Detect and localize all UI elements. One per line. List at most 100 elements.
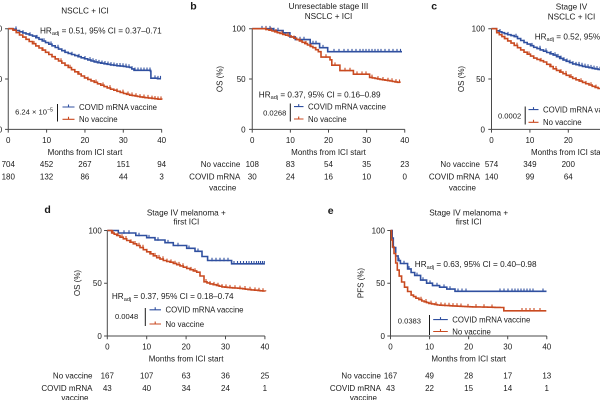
- svg-text:0: 0: [0, 125, 3, 134]
- svg-text:Months from ICI start: Months from ICI start: [531, 148, 600, 157]
- svg-text:e: e: [328, 205, 334, 217]
- svg-text:HRadj = 0.52, 95% CI = 0.37–0.: HRadj = 0.52, 95% CI = 0.37–0.73: [535, 32, 600, 43]
- svg-text:349: 349: [523, 160, 537, 169]
- svg-text:No vaccine: No vaccine: [308, 115, 347, 124]
- svg-text:COVID mRNA: COVID mRNA: [189, 173, 241, 182]
- svg-text:vaccine: vaccine: [61, 394, 89, 400]
- svg-text:24: 24: [286, 173, 295, 182]
- svg-text:0: 0: [241, 125, 246, 134]
- svg-text:44: 44: [119, 173, 128, 182]
- svg-text:50: 50: [93, 279, 102, 288]
- svg-text:20: 20: [324, 136, 333, 145]
- svg-text:43: 43: [103, 384, 112, 393]
- svg-text:30: 30: [248, 173, 257, 182]
- svg-text:40: 40: [142, 384, 151, 393]
- svg-text:No vaccine: No vaccine: [53, 371, 93, 380]
- svg-text:0: 0: [97, 332, 102, 341]
- svg-text:14: 14: [503, 384, 512, 393]
- svg-text:100: 100: [472, 25, 486, 34]
- svg-text:NSCLC + ICI: NSCLC + ICI: [61, 6, 109, 15]
- svg-text:200: 200: [562, 160, 576, 169]
- svg-text:99: 99: [525, 173, 534, 182]
- svg-text:63: 63: [182, 371, 191, 380]
- svg-text:first ICI: first ICI: [456, 218, 482, 227]
- svg-text:COVID mRNA vaccine: COVID mRNA vaccine: [308, 102, 386, 111]
- svg-text:43: 43: [386, 384, 395, 393]
- svg-text:COVID mRNA vaccine: COVID mRNA vaccine: [79, 103, 157, 112]
- svg-text:40: 40: [260, 343, 269, 352]
- svg-text:HRadj = 0.63, 95% CI = 0.40–0.: HRadj = 0.63, 95% CI = 0.40–0.98: [415, 260, 537, 271]
- svg-text:50: 50: [376, 279, 385, 288]
- svg-text:24: 24: [221, 384, 230, 393]
- svg-text:23: 23: [400, 160, 409, 169]
- svg-text:COVID mRNA: COVID mRNA: [429, 173, 481, 182]
- svg-text:3: 3: [159, 173, 164, 182]
- svg-text:Months from ICI start: Months from ICI start: [48, 148, 123, 157]
- svg-text:COVID mRNA: COVID mRNA: [41, 384, 93, 393]
- svg-text:20: 20: [564, 136, 573, 145]
- svg-text:0.0002: 0.0002: [498, 111, 521, 120]
- svg-text:30: 30: [503, 343, 512, 352]
- svg-text:1: 1: [263, 384, 268, 393]
- svg-text:No vaccine: No vaccine: [440, 160, 480, 169]
- svg-text:d: d: [44, 204, 50, 216]
- svg-text:50: 50: [0, 75, 3, 84]
- svg-text:20: 20: [80, 136, 89, 145]
- svg-text:0: 0: [105, 343, 110, 352]
- svg-text:40: 40: [542, 343, 551, 352]
- svg-text:No vaccine: No vaccine: [341, 371, 381, 380]
- svg-text:40: 40: [400, 136, 409, 145]
- svg-text:452: 452: [40, 160, 54, 169]
- svg-text:NSCLC + ICI: NSCLC + ICI: [548, 13, 596, 22]
- svg-text:No vaccine: No vaccine: [201, 160, 241, 169]
- svg-text:34: 34: [182, 384, 191, 393]
- svg-text:180: 180: [2, 173, 16, 182]
- svg-text:0: 0: [489, 136, 494, 145]
- svg-text:10: 10: [42, 136, 51, 145]
- svg-text:0: 0: [388, 343, 393, 352]
- svg-text:Months from ICI start: Months from ICI start: [291, 148, 366, 157]
- svg-text:0.0383: 0.0383: [398, 316, 421, 325]
- svg-text:10: 10: [425, 343, 434, 352]
- svg-text:94: 94: [157, 160, 166, 169]
- svg-text:0: 0: [6, 136, 11, 145]
- svg-text:267: 267: [78, 160, 92, 169]
- svg-text:6.24 × 10−5: 6.24 × 10−5: [15, 107, 53, 116]
- svg-text:86: 86: [80, 173, 89, 182]
- svg-text:22: 22: [425, 384, 434, 393]
- svg-text:COVID mRNA vaccine: COVID mRNA vaccine: [166, 306, 244, 315]
- svg-text:No vaccine: No vaccine: [543, 118, 582, 127]
- svg-text:PFS (%): PFS (%): [357, 268, 366, 299]
- svg-text:10: 10: [525, 136, 534, 145]
- svg-text:10: 10: [362, 173, 371, 182]
- svg-text:Months from ICI start: Months from ICI start: [149, 354, 224, 363]
- svg-text:1: 1: [545, 384, 550, 393]
- svg-text:15: 15: [464, 384, 473, 393]
- svg-text:vaccine: vaccine: [449, 183, 477, 192]
- svg-text:HRadj = 0.37, 95% CI = 0.16–0.: HRadj = 0.37, 95% CI = 0.16–0.89: [259, 90, 381, 101]
- svg-text:0: 0: [481, 125, 486, 134]
- svg-text:50: 50: [237, 75, 246, 84]
- svg-text:Months from ICI start: Months from ICI start: [431, 354, 506, 363]
- svg-text:17: 17: [503, 371, 512, 380]
- svg-text:16: 16: [324, 173, 333, 182]
- svg-text:28: 28: [464, 371, 473, 380]
- svg-text:0: 0: [250, 136, 255, 145]
- svg-text:100: 100: [88, 226, 102, 235]
- svg-text:140: 140: [485, 173, 499, 182]
- svg-text:13: 13: [542, 371, 551, 380]
- svg-text:30: 30: [362, 136, 371, 145]
- svg-text:20: 20: [182, 343, 191, 352]
- svg-text:50: 50: [476, 75, 485, 84]
- svg-text:107: 107: [140, 371, 154, 380]
- svg-text:10: 10: [142, 343, 151, 352]
- svg-text:167: 167: [101, 371, 115, 380]
- svg-text:108: 108: [246, 160, 260, 169]
- svg-text:Stage IV melanoma +: Stage IV melanoma +: [429, 208, 508, 217]
- svg-text:54: 54: [324, 160, 333, 169]
- svg-text:vaccine: vaccine: [350, 394, 378, 400]
- svg-text:vaccine: vaccine: [209, 183, 237, 192]
- svg-text:HRadj = 0.37, 95% CI = 0.18–0.: HRadj = 0.37, 95% CI = 0.18–0.74: [112, 292, 234, 303]
- svg-text:36: 36: [221, 371, 230, 380]
- svg-text:40: 40: [157, 136, 166, 145]
